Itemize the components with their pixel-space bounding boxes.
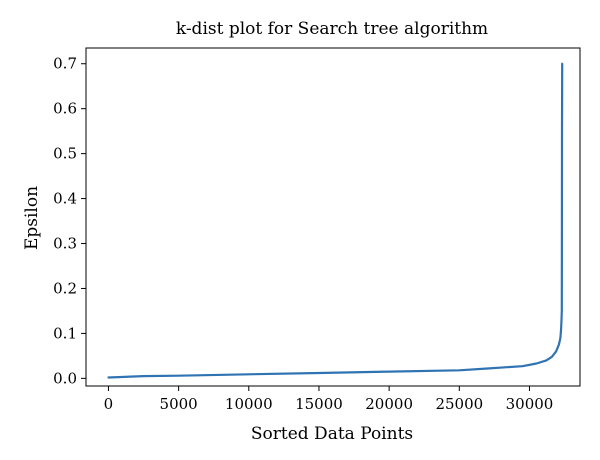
y-tick-label: 0.6 xyxy=(53,100,77,118)
y-tick-label: 0.3 xyxy=(53,235,77,253)
y-tick-label: 0.7 xyxy=(53,55,77,73)
x-tick-label: 30000 xyxy=(506,395,554,413)
y-tick-label: 0.2 xyxy=(53,279,77,297)
series-line xyxy=(107,62,564,379)
x-axis-label: Sorted Data Points xyxy=(251,424,413,444)
plot-area xyxy=(85,47,581,387)
y-axis: 0.0 0.1 0.2 0.3 0.4 0.5 0.6 0.7 xyxy=(53,55,86,387)
series-layer xyxy=(107,62,564,379)
y-tick-label: 0.1 xyxy=(53,324,77,342)
chart-title: k-dist plot for Search tree algorithm xyxy=(176,19,488,39)
x-tick-label: 0 xyxy=(104,395,114,413)
y-tick-label: 0.0 xyxy=(53,369,77,387)
plot-frame xyxy=(85,47,581,387)
x-axis: 0 5000 10000 15000 20000 25000 30000 xyxy=(104,386,554,413)
x-tick-label: 10000 xyxy=(225,395,273,413)
x-tick-label: 25000 xyxy=(435,395,483,413)
y-tick-label: 0.5 xyxy=(53,145,77,163)
x-tick-label: 5000 xyxy=(160,395,198,413)
x-tick-label: 15000 xyxy=(295,395,343,413)
y-tick-label: 0.4 xyxy=(53,190,77,208)
y-axis-label: Epsilon xyxy=(22,186,42,250)
x-tick-label: 20000 xyxy=(365,395,413,413)
